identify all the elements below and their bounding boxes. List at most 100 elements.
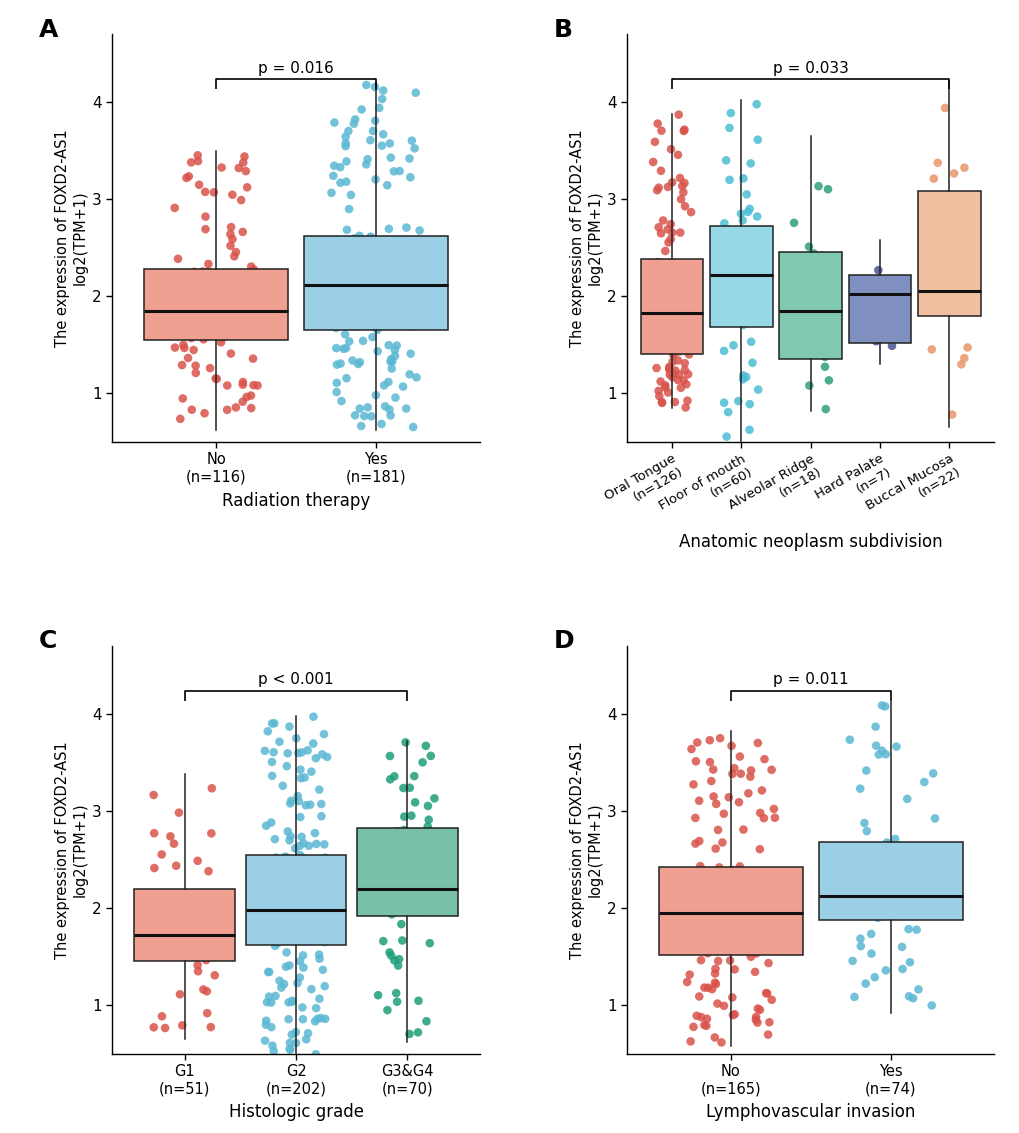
Point [711,909,728,927]
Point [200,255,216,273]
Point [362,228,378,246]
Point [275,974,291,993]
Point [668,266,685,284]
Point [414,826,430,844]
Point [411,221,427,239]
Point [289,787,306,806]
Bar [779,253,841,359]
Point [692,857,708,875]
Point [750,278,766,296]
Point [269,935,285,953]
Point [282,893,299,911]
Text: p < 0.001: p < 0.001 [258,672,333,688]
Point [731,261,747,279]
Point [675,324,691,342]
Point [279,823,296,841]
Point [722,249,739,267]
Point [747,1011,763,1029]
Bar [848,275,910,343]
Point [426,893,442,911]
Point [399,884,416,902]
Point [705,787,721,806]
Point [399,854,416,872]
Point [725,337,741,355]
Point [305,734,321,752]
Point [913,866,929,884]
Point [273,979,289,997]
Point [750,888,766,906]
Point [763,867,780,885]
Point [846,988,862,1006]
Point [753,879,769,897]
Point [234,376,251,394]
Point [723,885,740,903]
Point [719,897,736,915]
Point [307,1012,323,1030]
Point [309,876,325,894]
Point [217,273,233,291]
Point [381,135,397,153]
Point [739,878,755,896]
Point [653,295,669,313]
Point [662,304,679,322]
Point [679,392,695,410]
Point [219,401,235,419]
Point [842,880,858,898]
Point [176,339,193,357]
Point [740,784,756,802]
Point [330,296,346,314]
Point [749,130,765,148]
Point [381,232,397,250]
Point [673,300,689,318]
Point [660,359,677,377]
Point [925,265,942,283]
Point [676,361,692,380]
Point [303,879,319,897]
Point [274,857,290,875]
Point [702,772,718,790]
Point [283,876,300,894]
Point [887,301,903,320]
Point [722,225,739,244]
Point [277,922,293,940]
Point [369,826,385,844]
Point [281,1033,298,1051]
Point [313,884,329,902]
Point [880,842,897,860]
Point [275,920,291,938]
Point [715,214,732,232]
Text: D: D [553,630,574,654]
Point [421,934,437,952]
Point [672,282,688,300]
Point [277,957,293,976]
Point [652,162,668,180]
Point [660,257,677,275]
Point [708,930,725,948]
Point [647,317,663,335]
Point [672,317,688,335]
Point [713,834,730,852]
Point [313,869,329,887]
Point [652,121,668,139]
Point [381,233,397,252]
Point [691,915,707,934]
Point [722,280,739,298]
Point [383,905,399,923]
Point [182,153,199,171]
Point [388,993,405,1011]
Point [308,897,324,915]
Point [816,348,833,366]
Point [861,864,877,883]
Point [678,342,694,360]
Point [271,972,287,990]
Point [315,961,331,979]
Point [414,903,430,921]
Point [328,339,344,357]
Point [350,301,366,320]
Point [416,891,432,909]
Point [852,937,868,955]
Point [368,386,384,404]
Point [260,879,276,897]
Point [735,316,751,334]
Point [352,256,368,274]
